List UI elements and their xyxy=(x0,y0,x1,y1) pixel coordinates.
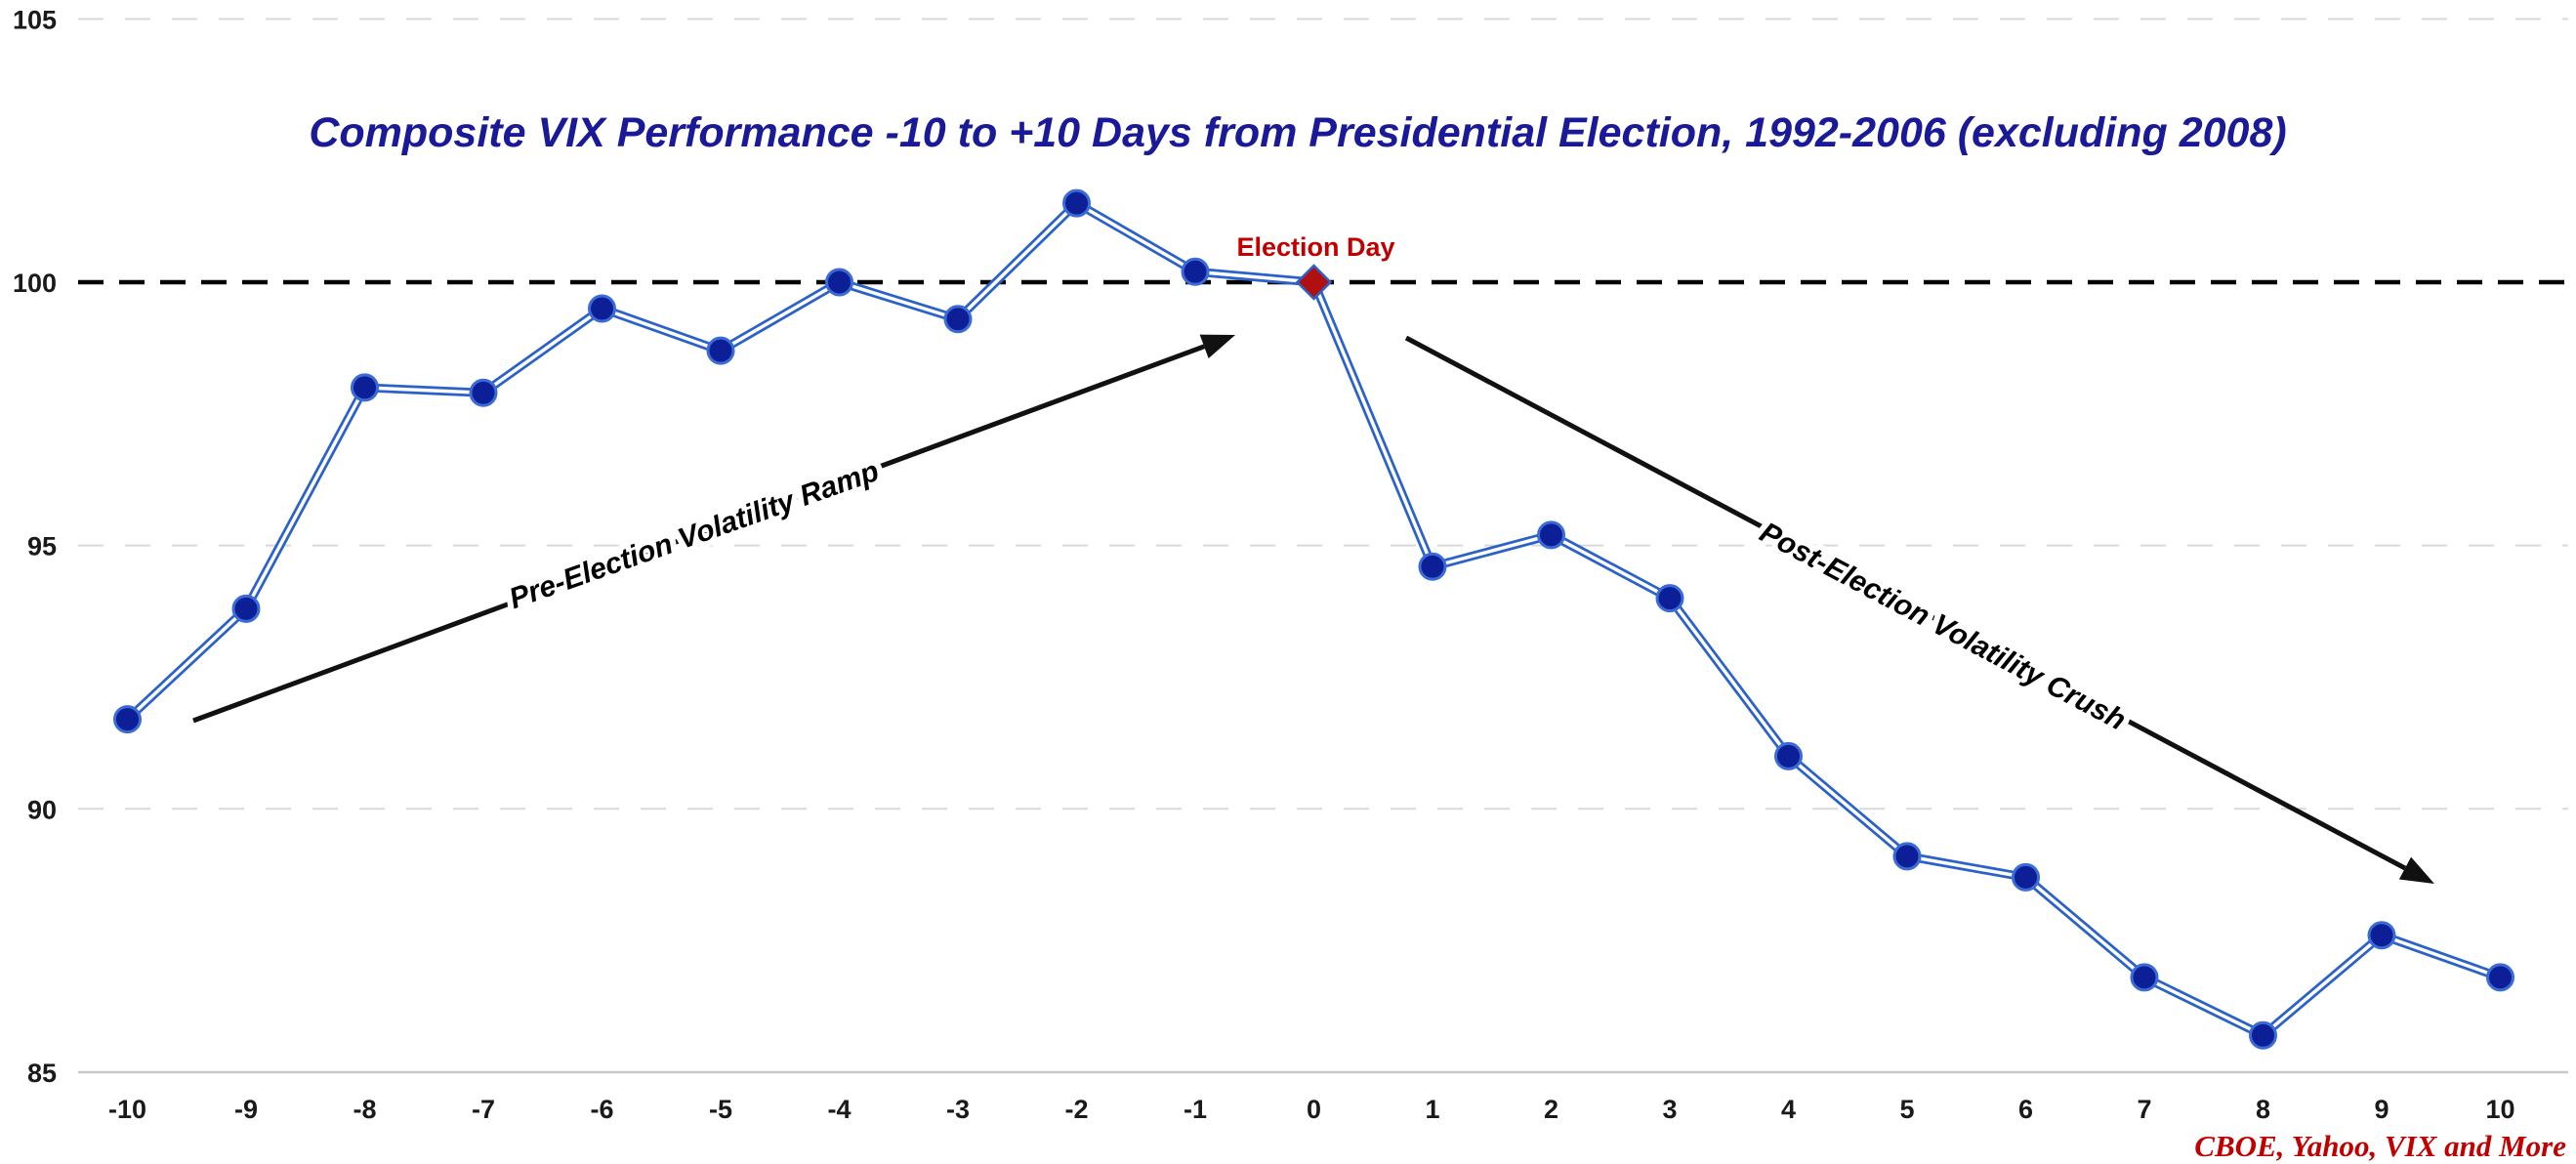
y-tick-label: 100 xyxy=(13,269,57,298)
data-point-day-2 xyxy=(1537,520,1565,550)
post-annotation-arrow xyxy=(1404,335,2407,871)
x-tick-label: -1 xyxy=(1184,1095,1207,1124)
data-point-day--7 xyxy=(469,378,498,407)
y-tick-label: 95 xyxy=(27,532,57,561)
annotation-text-post: Post-Election Volatility Crush xyxy=(1755,517,2131,737)
x-tick-label: -10 xyxy=(108,1095,146,1124)
x-tick-label: -3 xyxy=(946,1095,970,1124)
x-tick-label: 6 xyxy=(2018,1095,2033,1124)
x-tick-label: -2 xyxy=(1064,1095,1088,1124)
data-point-day-8 xyxy=(2249,1020,2277,1050)
data-point-day-9 xyxy=(2367,921,2396,950)
data-point-day--5 xyxy=(706,336,735,365)
data-point-day--8 xyxy=(351,373,379,402)
x-tick-label: 10 xyxy=(2485,1095,2514,1124)
data-point-day--1 xyxy=(1181,257,1210,286)
x-tick-label: -8 xyxy=(353,1095,376,1124)
data-point-day-3 xyxy=(1655,584,1684,613)
data-point-day--10 xyxy=(113,705,142,734)
data-point-day-4 xyxy=(1774,741,1803,770)
x-tick-label: 1 xyxy=(1425,1095,1439,1124)
election-day-marker xyxy=(1295,264,1333,301)
x-tick-label: -5 xyxy=(709,1095,732,1124)
chart-title: Composite VIX Performance -10 to +10 Day… xyxy=(309,109,2287,156)
data-point-day-6 xyxy=(2012,862,2040,892)
x-tick-label: -6 xyxy=(590,1095,613,1124)
x-tick-label: -4 xyxy=(827,1095,851,1124)
pre-annotation-arrow xyxy=(192,344,1205,724)
data-point-day--2 xyxy=(1062,188,1091,218)
source-credit: CBOE, Yahoo, VIX and More xyxy=(2194,1129,2566,1163)
data-point-day--3 xyxy=(943,305,973,334)
y-tick-label: 85 xyxy=(27,1059,57,1088)
x-tick-label: -7 xyxy=(472,1095,495,1124)
data-point-day-1 xyxy=(1418,552,1447,581)
x-tick-label: -9 xyxy=(234,1095,258,1124)
post-arrowhead-icon xyxy=(2398,856,2434,884)
x-tick-label: 5 xyxy=(1899,1095,1914,1124)
pre-arrowhead-icon xyxy=(1199,334,1235,358)
data-point-day-10 xyxy=(2486,963,2514,992)
x-tick-label: 2 xyxy=(1544,1095,1558,1124)
data-point-day--9 xyxy=(231,594,261,623)
x-tick-label: 9 xyxy=(2374,1095,2389,1124)
x-tick-label: 7 xyxy=(2137,1095,2151,1124)
y-tick-label: 90 xyxy=(27,795,57,824)
annotation-text-pre: Pre-Election Volatility Ramp xyxy=(505,455,883,615)
data-point-day--4 xyxy=(825,268,853,297)
x-tick-label: 8 xyxy=(2256,1095,2270,1124)
x-tick-label: 3 xyxy=(1662,1095,1677,1124)
data-point-day--6 xyxy=(588,294,616,323)
y-tick-label: 105 xyxy=(13,5,57,34)
series-line-core xyxy=(126,201,2502,1037)
x-tick-label: 0 xyxy=(1307,1095,1321,1124)
election-day-label: Election Day xyxy=(1236,232,1394,262)
series-line-outer xyxy=(124,198,2503,1040)
data-point-day-7 xyxy=(2130,963,2159,992)
data-point-day-5 xyxy=(1892,842,1922,871)
x-tick-label: 4 xyxy=(1781,1095,1796,1124)
